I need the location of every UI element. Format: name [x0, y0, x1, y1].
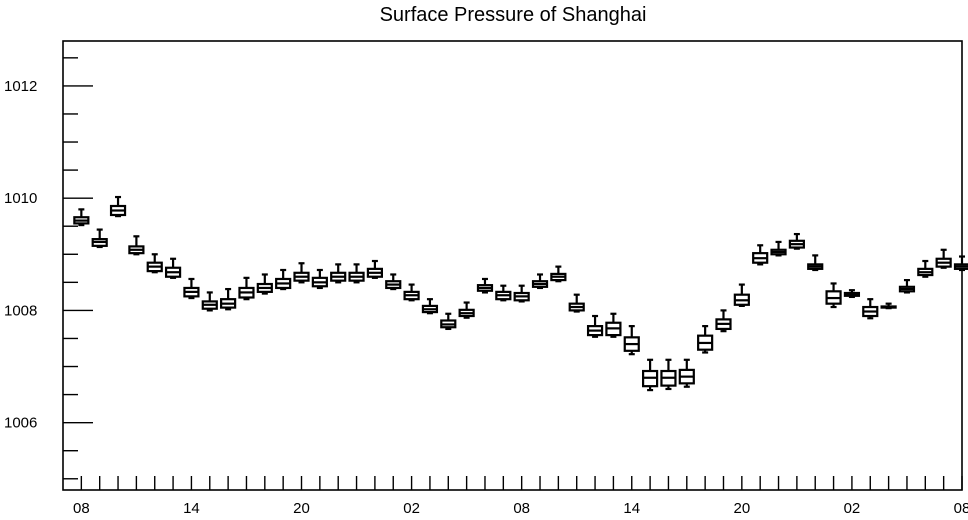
- box-mark: [807, 254, 824, 272]
- y-tick-label: 1012: [4, 78, 37, 95]
- box-mark: [256, 273, 273, 295]
- box-mark: [73, 208, 90, 227]
- box-mark: [91, 228, 108, 249]
- box-mark: [421, 298, 439, 315]
- box-mark: [898, 278, 916, 294]
- box-mark: [862, 298, 879, 320]
- box-mark: [642, 358, 659, 392]
- box-mark: [678, 358, 695, 388]
- x-tick-label: 08: [954, 500, 968, 517]
- box-mark: [660, 358, 677, 391]
- box-mark: [715, 309, 732, 333]
- box-mark: [917, 259, 934, 278]
- box-mark: [513, 284, 530, 303]
- box-mark: [752, 244, 769, 266]
- box-mark: [183, 277, 200, 300]
- x-tick-label: 20: [733, 500, 750, 517]
- box-mark: [238, 276, 255, 301]
- x-tick-label: 20: [293, 500, 310, 517]
- box-mark: [843, 289, 861, 299]
- box-mark: [440, 312, 457, 331]
- box-mark: [605, 312, 622, 338]
- box-mark: [825, 282, 842, 309]
- box-mark: [733, 283, 750, 308]
- box-mark: [531, 273, 549, 290]
- box-mark: [770, 240, 787, 257]
- box-mark: [495, 284, 512, 302]
- box-mark: [220, 287, 237, 311]
- y-tick-label: 1010: [4, 190, 37, 207]
- y-tick-label: 1008: [4, 302, 37, 319]
- x-tick-label: 14: [183, 500, 200, 517]
- box-mark: [293, 262, 310, 284]
- x-tick-label: 02: [844, 500, 861, 517]
- boxes-layer: [73, 195, 968, 392]
- box-mark: [330, 263, 347, 284]
- box-mark: [128, 235, 145, 256]
- x-tick-label: 08: [513, 500, 530, 517]
- box-mark: [311, 268, 328, 290]
- box-mark: [458, 301, 475, 319]
- box-mark: [880, 302, 897, 310]
- box-mark: [348, 263, 365, 284]
- x-tick-label: 14: [623, 500, 640, 517]
- box-mark: [623, 325, 640, 356]
- box-mark: [385, 273, 402, 291]
- box-mark: [146, 253, 163, 274]
- box-mark: [935, 248, 952, 269]
- box-mark: [586, 314, 604, 338]
- box-mark: [697, 325, 714, 354]
- x-tick-label: 02: [403, 500, 420, 517]
- box-mark: [476, 277, 494, 294]
- box-mark: [109, 195, 127, 218]
- box-mark: [201, 291, 218, 312]
- box-mark: [275, 268, 292, 291]
- box-mark: [164, 257, 182, 279]
- y-tick-label: 1006: [4, 415, 37, 432]
- box-mark: [568, 293, 585, 313]
- box-mark: [788, 232, 805, 250]
- plot-frame: [62, 40, 963, 491]
- box-mark: [403, 283, 420, 302]
- chart-title: Surface Pressure of Shanghai: [379, 4, 647, 26]
- x-tick-label: 08: [73, 500, 90, 517]
- box-mark: [953, 255, 968, 272]
- box-mark: [550, 265, 567, 283]
- box-mark: [366, 259, 383, 279]
